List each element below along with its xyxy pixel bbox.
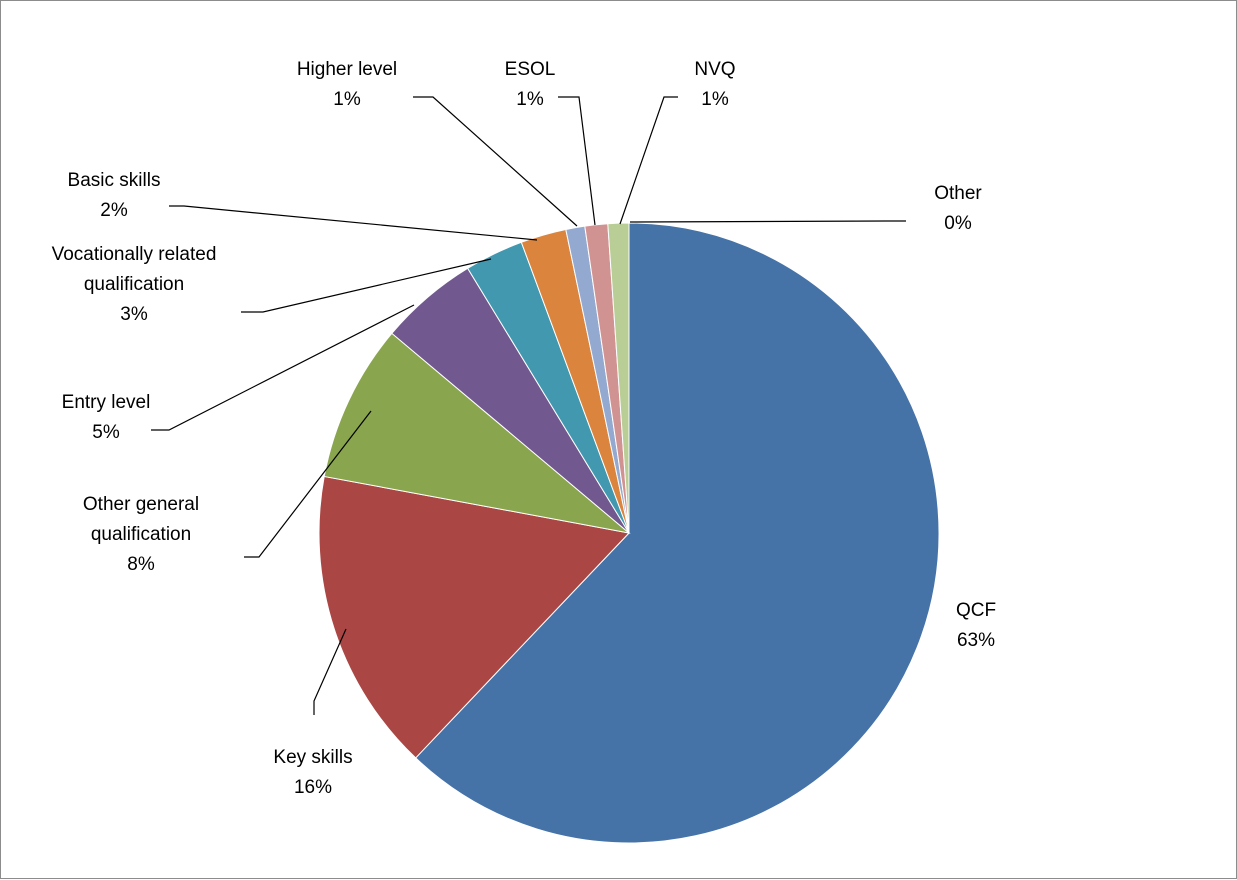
data-label-name: Higher level: [297, 59, 397, 80]
leader-line-key: [313, 628, 347, 715]
leader-line-esol: [558, 96, 596, 226]
data-label-percent: 0%: [944, 213, 972, 234]
data-label-ogq: Other general qualification 8%: [83, 494, 199, 575]
data-label-key: Key skills 16%: [273, 747, 352, 798]
pie-slice-key: [318, 475, 630, 759]
data-label-basic: Basic skills 2%: [68, 170, 161, 221]
data-labels-layer: QCF 63% Key skills 16% Other general qualific…: [52, 59, 996, 798]
leader-line-vrq: [241, 258, 492, 313]
data-label-name: ESOL: [505, 59, 556, 80]
data-label-name: Other: [934, 183, 982, 204]
data-label-name: Other general: [83, 494, 199, 515]
data-label-name: qualification: [84, 274, 184, 295]
slices-layer: [318, 222, 940, 844]
data-label-nvq: NVQ 1%: [694, 59, 735, 110]
leader-lines-layer: [151, 96, 906, 715]
data-label-name: QCF: [956, 600, 996, 621]
data-label-name: Key skills: [273, 747, 352, 768]
data-label-percent: 2%: [100, 200, 128, 221]
leader-line-higher: [413, 96, 578, 227]
data-label-percent: 63%: [957, 630, 995, 651]
data-label-name: Vocationally related: [52, 244, 217, 265]
data-label-name: Entry level: [62, 392, 151, 413]
data-label-percent: 1%: [333, 89, 361, 110]
data-label-percent: 8%: [127, 554, 155, 575]
leader-line-basic: [169, 205, 538, 241]
leader-line-other: [629, 220, 906, 223]
pie-slice-nvq: [607, 222, 630, 534]
data-label-percent: 1%: [516, 89, 544, 110]
data-label-esol: ESOL 1%: [505, 59, 556, 110]
data-label-vrq: Vocationally related qualification 3%: [52, 244, 217, 325]
data-label-other: Other 0%: [934, 183, 982, 234]
data-label-name: Basic skills: [68, 170, 161, 191]
data-label-higher: Higher level 1%: [297, 59, 397, 110]
data-label-percent: 3%: [120, 304, 148, 325]
leader-line-nvq: [619, 96, 678, 225]
pie-slice-qcf: [414, 222, 940, 844]
data-label-percent: 5%: [92, 422, 120, 443]
leader-line-ogq: [244, 410, 372, 558]
data-label-percent: 16%: [294, 777, 332, 798]
data-label-name: NVQ: [694, 59, 735, 80]
data-label-qcf: QCF 63%: [956, 600, 996, 651]
data-label-name: qualification: [91, 524, 191, 545]
data-label-entry: Entry level 5%: [62, 392, 151, 443]
leader-line-entry: [151, 304, 415, 431]
data-label-percent: 1%: [701, 89, 729, 110]
